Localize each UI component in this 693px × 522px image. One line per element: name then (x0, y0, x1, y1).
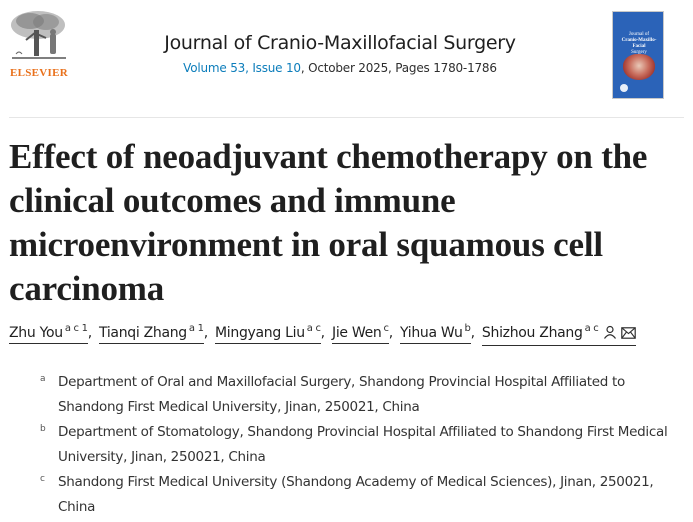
affiliation-item: a Department of Oral and Maxillofacial S… (40, 370, 685, 420)
envelope-icon (620, 327, 636, 343)
journal-header: Journal of Cranio-Maxillofacial Surgery … (100, 32, 580, 75)
author-separator: , (203, 325, 208, 341)
author-affiliation-marks: a c (584, 323, 599, 334)
author-link[interactable]: Yihua Wu b (400, 323, 471, 344)
cover-title-line: Cranio-Maxillo-Facial (621, 38, 657, 49)
volume-issue-link[interactable]: Volume 53, Issue 10 (183, 61, 301, 75)
elsevier-logo[interactable]: ELSEVIER (8, 8, 70, 79)
cover-illustration (623, 54, 655, 80)
author-affiliation-marks: a c (306, 323, 321, 334)
author-name: Mingyang Liu (215, 325, 305, 341)
author-separator: , (320, 325, 325, 341)
cover-title-line: Journal of (628, 32, 650, 37)
affiliation-text: Department of Oral and Maxillofacial Sur… (58, 374, 626, 415)
elsevier-tree-icon (11, 11, 66, 59)
author-name: Zhu You (9, 325, 63, 341)
header-divider (9, 117, 684, 118)
person-icon (603, 325, 617, 343)
publisher-name: ELSEVIER (9, 67, 69, 79)
author-link[interactable]: Tianqi Zhang a 1 (99, 323, 204, 344)
cover-title: Journal of Cranio-Maxillo-Facial Surgery (617, 32, 661, 56)
affiliation-item: b Department of Stomatology, Shandong Pr… (40, 420, 685, 470)
journal-cover-image[interactable]: Journal of Cranio-Maxillo-Facial Surgery (612, 11, 664, 99)
author-link[interactable]: Jie Wen c (331, 323, 389, 344)
author-list: Zhu You a c 1, Tianqi Zhang a 1, Mingyang … (9, 323, 636, 346)
title-line: carcinoma (9, 269, 165, 308)
affiliation-label: a (40, 374, 46, 384)
cover-title-line: Surgery (631, 50, 647, 55)
author-link[interactable]: Mingyang Liu a c (215, 323, 321, 344)
author-separator: , (87, 325, 92, 341)
title-line: clinical outcomes and immune (9, 181, 456, 220)
affiliation-label: c (40, 474, 45, 484)
journal-issue-info: Volume 53, Issue 10, October 2025, Pages… (100, 61, 580, 75)
affiliation-item: c Shandong First Medical University (Sha… (40, 470, 685, 520)
corresponding-author-link[interactable]: Shizhou Zhang a c (481, 323, 636, 346)
title-line: microenvironment in oral squamous cell (9, 225, 603, 264)
article-title: Effect of neoadjuvant chemotherapy on th… (9, 135, 689, 311)
issue-date-pages: , October 2025, Pages 1780-1786 (300, 61, 497, 75)
affiliation-text: Department of Stomatology, Shandong Prov… (58, 424, 668, 465)
author-separator: , (388, 325, 393, 341)
author-name: Tianqi Zhang (99, 325, 187, 341)
author-link[interactable]: Zhu You a c 1 (9, 323, 88, 344)
author-name: Jie Wen (331, 325, 382, 341)
author-affiliation-marks: a 1 (188, 323, 204, 334)
affiliations-list: a Department of Oral and Maxillofacial S… (40, 370, 685, 520)
author-name: Yihua Wu (400, 325, 463, 341)
author-affiliation-marks: b (464, 323, 471, 334)
cover-badge-icon (620, 84, 628, 92)
author-affiliation-marks: c (383, 323, 389, 334)
journal-title[interactable]: Journal of Cranio-Maxillofacial Surgery (164, 32, 516, 54)
affiliation-label: b (40, 424, 46, 434)
affiliation-text: Shandong First Medical University (Shand… (58, 474, 654, 515)
author-affiliation-marks: a c 1 (64, 323, 88, 334)
author-separator: , (470, 325, 475, 341)
author-name: Shizhou Zhang (481, 325, 583, 341)
title-line: Effect of neoadjuvant chemotherapy on th… (9, 137, 648, 176)
